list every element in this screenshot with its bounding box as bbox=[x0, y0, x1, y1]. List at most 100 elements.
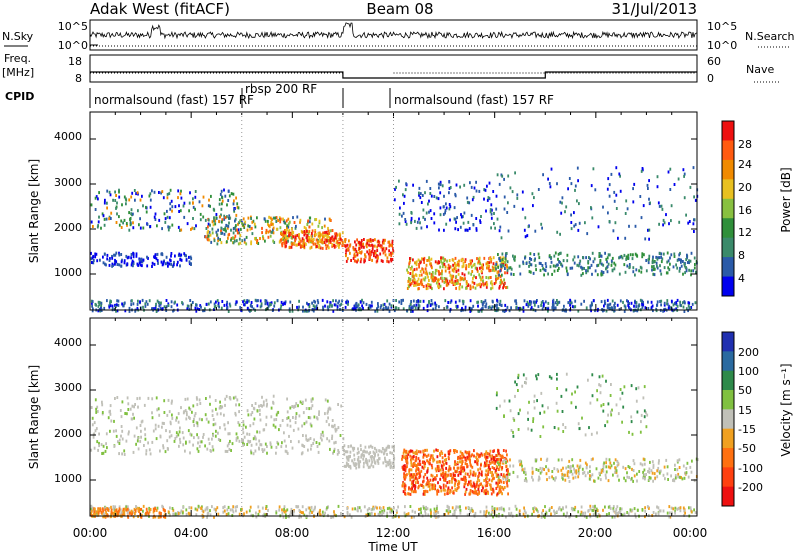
echo-cell bbox=[524, 477, 527, 481]
echo-cell bbox=[238, 237, 241, 241]
echo-cell bbox=[489, 483, 492, 487]
echo-cell bbox=[258, 404, 260, 408]
echo-cell bbox=[466, 196, 469, 200]
echo-cell bbox=[410, 482, 413, 486]
echo-cell bbox=[573, 261, 576, 265]
echo-cell bbox=[408, 468, 411, 472]
echo-cell bbox=[438, 186, 440, 190]
echo-cell bbox=[666, 302, 668, 306]
echo-cell bbox=[662, 252, 665, 256]
echo-cell bbox=[146, 302, 149, 306]
echo-cell bbox=[314, 218, 316, 222]
echo-cell bbox=[431, 287, 433, 291]
echo-cell bbox=[412, 269, 414, 273]
echo-cell bbox=[500, 507, 503, 511]
echo-cell bbox=[229, 304, 232, 308]
echo-cell bbox=[474, 266, 477, 270]
echo-cell bbox=[135, 426, 138, 430]
echo-cell bbox=[388, 302, 391, 306]
echo-cell bbox=[480, 473, 483, 476]
echo-cell bbox=[544, 505, 546, 509]
echo-cell bbox=[562, 512, 565, 516]
echo-cell bbox=[243, 512, 245, 516]
echo-cell bbox=[610, 259, 613, 263]
echo-cell bbox=[484, 461, 486, 465]
echo-cell bbox=[131, 191, 134, 195]
echo-cell bbox=[556, 269, 559, 272]
echo-cell bbox=[666, 465, 669, 469]
echo-cell bbox=[311, 222, 314, 226]
echo-cell bbox=[596, 509, 599, 513]
echo-cell bbox=[445, 305, 448, 309]
echo-cell bbox=[459, 505, 461, 509]
echo-cell bbox=[155, 302, 157, 306]
echo-cell bbox=[468, 227, 471, 231]
echo-cell bbox=[512, 470, 515, 474]
echo-cell bbox=[454, 192, 457, 196]
echo-cell bbox=[445, 509, 448, 513]
echo-cell bbox=[143, 444, 145, 447]
echo-cell bbox=[272, 216, 275, 220]
echo-cell bbox=[687, 301, 690, 305]
echo-cell bbox=[679, 475, 681, 479]
echo-cell bbox=[160, 260, 163, 264]
echo-cell bbox=[134, 198, 136, 202]
echo-cell bbox=[292, 216, 294, 220]
echo-cell bbox=[392, 454, 395, 458]
echo-cell bbox=[666, 299, 669, 303]
echo-cell bbox=[148, 448, 151, 452]
echo-cell bbox=[518, 511, 521, 515]
echo-cell bbox=[371, 247, 374, 251]
echo-cell bbox=[523, 299, 526, 303]
echo-cell bbox=[192, 217, 194, 220]
echo-cell bbox=[238, 221, 240, 225]
echo-cell bbox=[288, 246, 291, 250]
echo-cell bbox=[457, 268, 460, 272]
echo-cell bbox=[290, 507, 293, 511]
echo-cell bbox=[606, 265, 609, 269]
echo-cell bbox=[472, 481, 475, 485]
echo-cell bbox=[100, 304, 103, 308]
echo-cell bbox=[479, 282, 481, 286]
echo-cell bbox=[492, 515, 494, 519]
echo-cell bbox=[442, 475, 444, 479]
echo-cell bbox=[277, 442, 280, 446]
echo-cell bbox=[534, 309, 537, 313]
echo-cell bbox=[255, 442, 258, 446]
echo-cell bbox=[690, 251, 693, 255]
echo-cell bbox=[617, 236, 619, 240]
echo-cell bbox=[171, 399, 173, 403]
echo-cell bbox=[106, 206, 108, 210]
echo-cell bbox=[437, 197, 440, 201]
echo-cell bbox=[379, 252, 382, 256]
echo-cell bbox=[606, 306, 609, 309]
echo-cell bbox=[693, 479, 696, 483]
echo-cell bbox=[199, 402, 202, 405]
echo-cell bbox=[431, 271, 434, 274]
echo-cell bbox=[490, 287, 492, 291]
echo-cell bbox=[452, 263, 454, 267]
echo-cell bbox=[385, 464, 388, 468]
echo-cell bbox=[180, 196, 183, 200]
echo-cell bbox=[185, 417, 188, 421]
echo-cell bbox=[310, 237, 313, 240]
echo-cell bbox=[379, 513, 381, 517]
echo-cell bbox=[493, 467, 496, 471]
echo-cell bbox=[641, 252, 644, 256]
echo-cell bbox=[459, 450, 462, 454]
echo-cell bbox=[177, 189, 180, 193]
echo-cell bbox=[166, 261, 169, 265]
echo-cell bbox=[430, 510, 432, 514]
echo-cell bbox=[577, 309, 580, 313]
echo-cell bbox=[460, 469, 462, 473]
echo-cell bbox=[632, 200, 635, 204]
echo-cell bbox=[652, 309, 654, 313]
echo-cell bbox=[623, 476, 625, 480]
echo-cell bbox=[448, 480, 451, 483]
echo-cell bbox=[542, 303, 545, 307]
echo-cell bbox=[614, 471, 616, 474]
echo-cell bbox=[492, 300, 494, 304]
echo-cell bbox=[406, 309, 408, 313]
echo-cell bbox=[256, 430, 258, 434]
echo-cell bbox=[586, 232, 589, 236]
